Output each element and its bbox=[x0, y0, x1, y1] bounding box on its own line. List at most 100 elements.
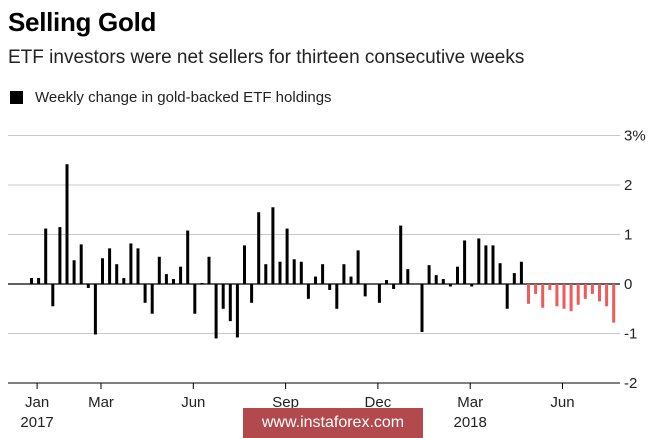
bar bbox=[179, 266, 183, 284]
bar bbox=[392, 284, 396, 289]
bar-net-outflow bbox=[605, 284, 609, 307]
bar-net-outflow bbox=[555, 284, 559, 307]
bar bbox=[491, 245, 495, 284]
bar bbox=[434, 275, 438, 284]
bar-net-outflow bbox=[562, 284, 566, 309]
bar bbox=[200, 283, 204, 284]
bar bbox=[349, 276, 353, 284]
bar-net-outflow bbox=[527, 284, 530, 304]
bar bbox=[207, 256, 211, 284]
y-tick-label: 1 bbox=[624, 227, 632, 244]
bar bbox=[51, 284, 55, 307]
bar bbox=[278, 261, 282, 285]
bar bbox=[314, 276, 317, 284]
bar bbox=[164, 274, 168, 284]
bar bbox=[30, 278, 33, 284]
bar bbox=[299, 261, 303, 285]
bar bbox=[377, 284, 381, 303]
bar-net-outflow bbox=[576, 284, 580, 305]
bar bbox=[448, 284, 452, 287]
bar bbox=[519, 261, 523, 285]
bar bbox=[306, 284, 310, 299]
bar bbox=[427, 265, 431, 284]
bar-net-outflow bbox=[569, 284, 573, 312]
legend: Weekly change in gold-backed ETF holding… bbox=[10, 89, 332, 106]
bar bbox=[86, 284, 90, 288]
bar-net-outflow bbox=[590, 284, 594, 294]
bar bbox=[498, 263, 502, 284]
bar bbox=[470, 284, 474, 287]
x-tick-label: Sep bbox=[272, 394, 299, 411]
bar bbox=[321, 264, 325, 284]
bar bbox=[420, 284, 424, 333]
y-tick-label: 0 bbox=[624, 276, 632, 293]
y-tick-label: -2 bbox=[624, 375, 637, 392]
bar bbox=[399, 225, 403, 284]
chart-title: Selling Gold bbox=[8, 7, 157, 37]
x-tick-label: Mar bbox=[457, 394, 483, 411]
bar bbox=[356, 250, 360, 284]
bar bbox=[72, 260, 76, 284]
bar bbox=[413, 284, 417, 285]
bar bbox=[264, 264, 268, 284]
bar bbox=[271, 207, 275, 284]
bar bbox=[512, 273, 516, 284]
y-tick-label: 3% bbox=[624, 128, 646, 145]
bar bbox=[335, 284, 339, 309]
legend-label: Weekly change in gold-backed ETF holding… bbox=[35, 89, 332, 106]
bar bbox=[385, 280, 388, 284]
bar bbox=[143, 284, 147, 303]
bar bbox=[44, 228, 48, 284]
bar bbox=[150, 284, 154, 314]
bar bbox=[477, 238, 481, 284]
bar-net-outflow bbox=[534, 284, 538, 294]
bar bbox=[484, 245, 488, 284]
bar-net-outflow bbox=[583, 284, 587, 299]
bar bbox=[172, 279, 175, 284]
x-tick-label: Jun bbox=[550, 394, 574, 411]
bar bbox=[370, 284, 374, 285]
x-tick-year-label: 2017 bbox=[20, 414, 53, 431]
x-tick-label: Dec bbox=[365, 394, 392, 411]
bar bbox=[37, 278, 41, 284]
watermark: www.instaforex.com bbox=[243, 408, 423, 438]
bar bbox=[115, 264, 119, 284]
bar-net-outflow bbox=[612, 284, 616, 323]
bar bbox=[235, 284, 239, 338]
bar bbox=[363, 284, 367, 297]
bar bbox=[221, 284, 225, 309]
bar bbox=[406, 269, 410, 284]
bar bbox=[505, 284, 509, 309]
bar bbox=[157, 256, 161, 284]
bar bbox=[243, 245, 246, 284]
x-tick-label: Jun bbox=[181, 394, 205, 411]
y-tick-label: 2 bbox=[624, 177, 632, 194]
bar-net-outflow bbox=[598, 284, 601, 302]
x-tick-label: Jan bbox=[25, 394, 49, 411]
y-tick-label: -1 bbox=[624, 326, 637, 343]
bar bbox=[214, 284, 218, 339]
bar bbox=[129, 243, 133, 284]
bar-net-outflow bbox=[548, 284, 552, 290]
bar bbox=[58, 227, 62, 284]
bar bbox=[122, 278, 126, 284]
bar bbox=[463, 240, 467, 284]
x-tick-year-label: 2018 bbox=[454, 414, 487, 431]
bar bbox=[257, 212, 261, 284]
bar bbox=[186, 230, 190, 284]
bar bbox=[228, 284, 232, 322]
bar bbox=[136, 248, 140, 284]
legend-swatch bbox=[10, 91, 23, 104]
bar bbox=[456, 266, 459, 284]
bar bbox=[250, 284, 254, 303]
bar bbox=[101, 258, 104, 284]
bar bbox=[93, 284, 97, 335]
chart-subtitle: ETF investors were net sellers for thirt… bbox=[8, 47, 525, 68]
bar bbox=[65, 164, 69, 284]
bar bbox=[328, 284, 332, 290]
bar bbox=[193, 284, 197, 314]
bar bbox=[441, 279, 445, 284]
bar bbox=[79, 244, 83, 284]
bar bbox=[342, 264, 346, 284]
